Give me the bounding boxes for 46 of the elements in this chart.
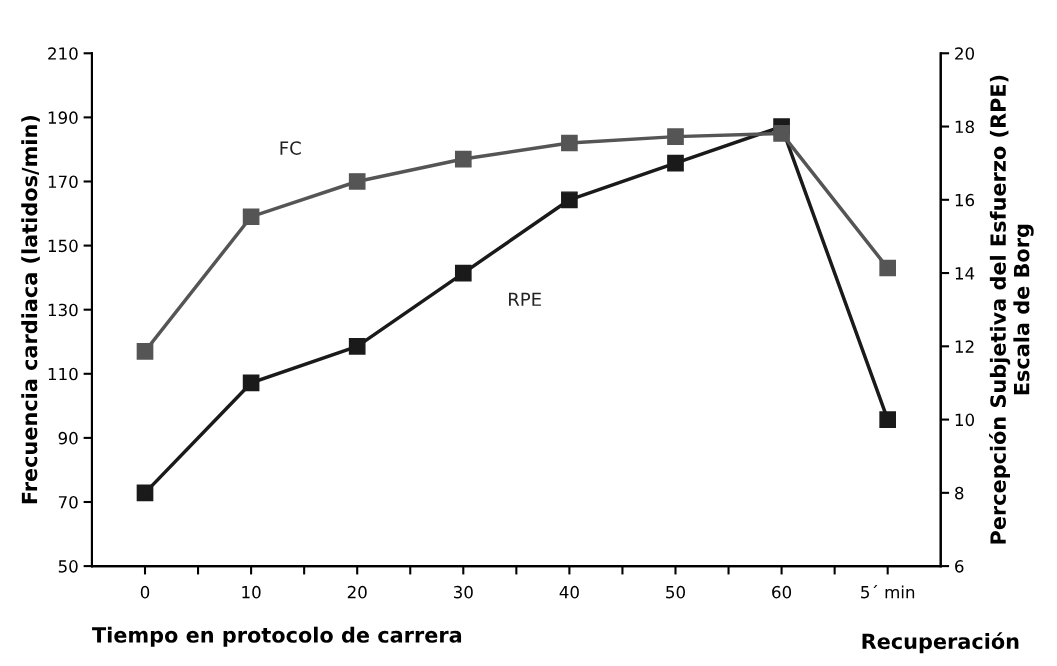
x-tick-label: 5´ min bbox=[861, 584, 915, 599]
y-tick-label: 170 bbox=[48, 175, 78, 189]
x-tick-label: 30 bbox=[453, 585, 473, 599]
y-tick-label: 130 bbox=[48, 303, 78, 317]
y2-tick-label: 14 bbox=[955, 267, 975, 280]
point bbox=[773, 125, 790, 142]
point bbox=[879, 259, 897, 277]
point bbox=[242, 208, 260, 226]
y2-tick-label: 12 bbox=[955, 340, 974, 353]
x-tick-label: 40 bbox=[559, 585, 579, 599]
text: Recuperación bbox=[862, 632, 1019, 654]
x-tick-label: 0 bbox=[140, 585, 150, 599]
point bbox=[348, 173, 366, 190]
y-axis-title: Frecuencia cardiaca (latidos/min) bbox=[21, 116, 40, 504]
point bbox=[454, 150, 472, 168]
y-tick-label: 50 bbox=[58, 560, 78, 573]
point bbox=[348, 337, 366, 355]
x-tick-label: 20 bbox=[347, 585, 367, 599]
y2-tick-label: 16 bbox=[955, 193, 975, 207]
y2-tick-label: 10 bbox=[955, 413, 975, 427]
y-tick-label: 70 bbox=[58, 495, 78, 509]
y2-axis-title: Percepción Subjetiva del Esfuerzo (RPE) Escala de Borg bbox=[989, 75, 1034, 544]
point bbox=[136, 343, 154, 360]
point bbox=[454, 264, 472, 282]
point bbox=[667, 128, 684, 145]
point bbox=[242, 374, 260, 392]
y2-tick-label: 8 bbox=[955, 486, 964, 500]
point bbox=[667, 154, 684, 172]
x-tick-label: 50 bbox=[666, 585, 685, 599]
text: RPE bbox=[509, 292, 541, 306]
text: FC bbox=[280, 141, 301, 155]
y2-tick-label: 18 bbox=[955, 120, 974, 134]
y-tick-label: 90 bbox=[58, 431, 78, 445]
x-tick-label: 10 bbox=[242, 585, 261, 599]
point bbox=[561, 134, 578, 152]
y2-tick-label: 20 bbox=[955, 47, 975, 60]
point bbox=[561, 191, 578, 209]
x-axis-title: Tiempo en protocolo de carrera bbox=[92, 626, 462, 647]
point bbox=[879, 411, 897, 428]
point bbox=[136, 484, 154, 502]
x-tick-label: 60 bbox=[772, 585, 792, 599]
y-tick-label: 190 bbox=[48, 111, 78, 124]
y-tick-label: 210 bbox=[48, 47, 78, 60]
y-tick-label: 150 bbox=[48, 239, 78, 253]
y2-tick-label: 6 bbox=[955, 560, 964, 573]
y-tick-label: 110 bbox=[48, 367, 78, 381]
